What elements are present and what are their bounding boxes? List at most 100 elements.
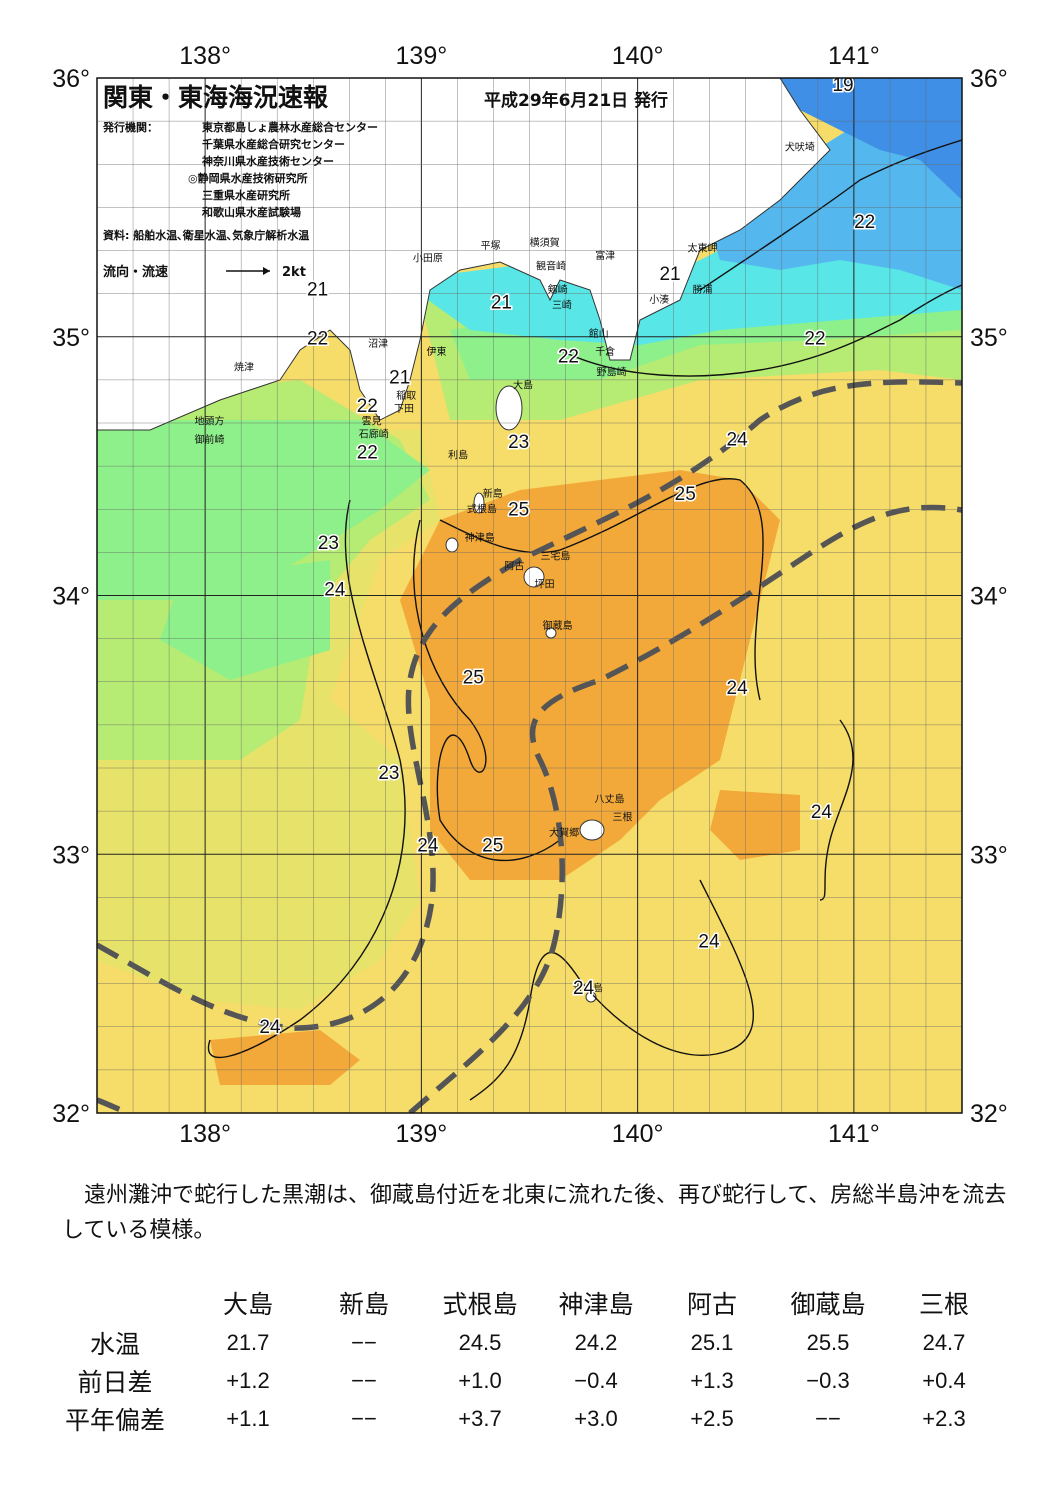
lat-lon-grid <box>97 78 962 1113</box>
table-cell: +3.0 <box>574 1406 618 1431</box>
station-header: 大島 <box>222 1290 273 1319</box>
place-label: 千倉 <box>595 345 615 358</box>
table-row: 平年偏差 +1.1 −− +3.7 +3.0 +2.5 −− +2.3 <box>40 1400 1002 1438</box>
station-header: 御蔵島 <box>790 1290 866 1319</box>
isotherm-label: 19 <box>832 75 853 96</box>
row-label: 平年偏差 <box>64 1406 165 1435</box>
summary-text: 遠州灘沖で蛇行した黒潮は、御蔵島付近を北東に流れた後、再び蛇行して、房総半島沖を… <box>62 1183 1007 1243</box>
publisher-item: 東京都島しょ農林水産総合センター <box>202 120 378 134</box>
table-cell: −− <box>351 1368 377 1393</box>
niijima-island <box>473 492 485 514</box>
place-label: 三崎 <box>552 298 572 311</box>
data-sources: 資料: 船舶水温､衛星水温､気象庁解析水温 <box>103 228 309 242</box>
isotherm-label: 23 <box>378 763 399 784</box>
row-label: 水温 <box>89 1330 140 1359</box>
place-label: 大島 <box>513 379 533 392</box>
isotherm-label: 24 <box>417 836 439 857</box>
map-frame <box>96 77 963 1114</box>
current-legend-label: 流向・流速 <box>103 264 168 280</box>
isotherm-label: 22 <box>307 329 328 350</box>
place-label: 八丈島 <box>595 793 625 806</box>
table-cell: 24.7 <box>922 1330 966 1355</box>
place-label: 神津島 <box>465 531 495 544</box>
latitude-label: 34° <box>52 583 90 611</box>
publisher-item: 千葉県水産総合研究センター <box>202 137 345 151</box>
place-label: 平塚 <box>481 240 501 252</box>
table-cell: +2.5 <box>690 1406 734 1431</box>
place-label: 式根島 <box>467 503 497 516</box>
issue-date: 平成29年6月21日 発行 <box>484 90 668 111</box>
place-label: 小田原 <box>413 253 443 265</box>
table-cell: +3.7 <box>458 1406 502 1431</box>
isotherm-label: 22 <box>804 329 825 350</box>
sea-deep-blue-zone <box>780 78 962 200</box>
table-cell: −0.3 <box>806 1368 850 1393</box>
place-label: 野島崎 <box>597 366 627 379</box>
miyakejima-island <box>523 566 545 588</box>
place-label: 館山 <box>589 327 609 340</box>
isotherm-label: 24 <box>727 678 749 699</box>
station-header: 神津島 <box>558 1290 634 1319</box>
map-title: 関東・東海海況速報 <box>103 83 329 112</box>
isotherm-label: 21 <box>491 292 512 313</box>
longitude-label: 140° <box>612 42 664 70</box>
place-label: 新島 <box>483 487 503 500</box>
station-temperature-table: 大島 新島 式根島 神津島 阿古 御蔵島 三根 水温 21.7 −− 24.5 … <box>40 1282 1002 1438</box>
row-label: 前日差 <box>77 1368 153 1397</box>
table-row: 前日差 +1.2 −− +1.0 −0.4 +1.3 −0.3 +0.4 <box>40 1362 1002 1400</box>
longitude-label: 138° <box>179 1120 231 1148</box>
place-label: 青ヶ島 <box>573 981 603 994</box>
place-label: 太東岬 <box>688 241 718 254</box>
table-cell: +0.4 <box>922 1368 966 1393</box>
isotherm-label: 24 <box>727 429 749 450</box>
place-label: 焼津 <box>234 361 254 373</box>
isotherm-label: 24 <box>324 580 346 601</box>
place-label: 大賀郷 <box>549 826 579 839</box>
isotherm-label: 25 <box>463 667 484 688</box>
place-label: 横須賀 <box>530 236 560 249</box>
table-row: 水温 21.7 −− 24.5 24.2 25.1 25.5 24.7 <box>40 1324 1002 1362</box>
isotherm-line <box>469 879 755 1101</box>
longitude-label: 141° <box>828 42 880 70</box>
isotherm-line <box>439 478 764 701</box>
table-cell: −0.4 <box>574 1368 618 1393</box>
table-cell: +1.0 <box>458 1368 502 1393</box>
table-cell: 24.5 <box>458 1330 502 1355</box>
publisher-item: 神奈川県水産技術センター <box>202 154 334 168</box>
sea-mint-zone <box>97 420 430 680</box>
table-cell: +1.3 <box>690 1368 734 1393</box>
latitude-label: 32° <box>52 1100 90 1128</box>
place-label: 地頭方 <box>194 415 224 428</box>
latitude-labels-right: 36° 35° 34° 33° 32° <box>970 65 1008 1128</box>
longitude-labels-top: 138° 139° 140° 141° <box>179 42 879 70</box>
isotherm-label: 23 <box>508 432 529 453</box>
isotherm-label: 22 <box>558 347 579 368</box>
isotherm-label: 25 <box>482 836 503 857</box>
place-label: 利島 <box>448 448 468 461</box>
kozushima-island <box>445 537 459 553</box>
latitude-label: 36° <box>970 65 1008 93</box>
longitude-label: 141° <box>828 1120 880 1148</box>
station-header: 式根島 <box>442 1290 518 1319</box>
isotherm-labels: 19 22 21 22 21 22 21 22 21 22 22 23 24 25 25 23 24 25 24 23… <box>258 75 877 1039</box>
isotherm-label: 22 <box>854 212 875 233</box>
oshima-island <box>495 385 523 431</box>
publisher-item: 和歌山県水産試験場 <box>202 205 301 219</box>
longitude-label: 140° <box>612 1120 664 1148</box>
isotherm-label: 21 <box>389 367 410 388</box>
publisher-item: ◎静岡県水産技術研究所 <box>188 171 308 185</box>
sea-cyan-zone <box>400 120 962 345</box>
isotherm-label: 24 <box>259 1017 281 1038</box>
table-cell: 24.2 <box>574 1330 618 1355</box>
latitude-label: 32° <box>970 1100 1008 1128</box>
table-corner <box>40 1282 190 1324</box>
latitude-label: 34° <box>970 583 1008 611</box>
station-header: 阿古 <box>686 1290 737 1319</box>
place-label: 坪田 <box>535 578 555 591</box>
longitude-label: 139° <box>396 42 448 70</box>
place-label: 三宅島 <box>540 549 570 562</box>
land-mass <box>97 78 831 431</box>
isotherm-label: 21 <box>307 279 328 300</box>
